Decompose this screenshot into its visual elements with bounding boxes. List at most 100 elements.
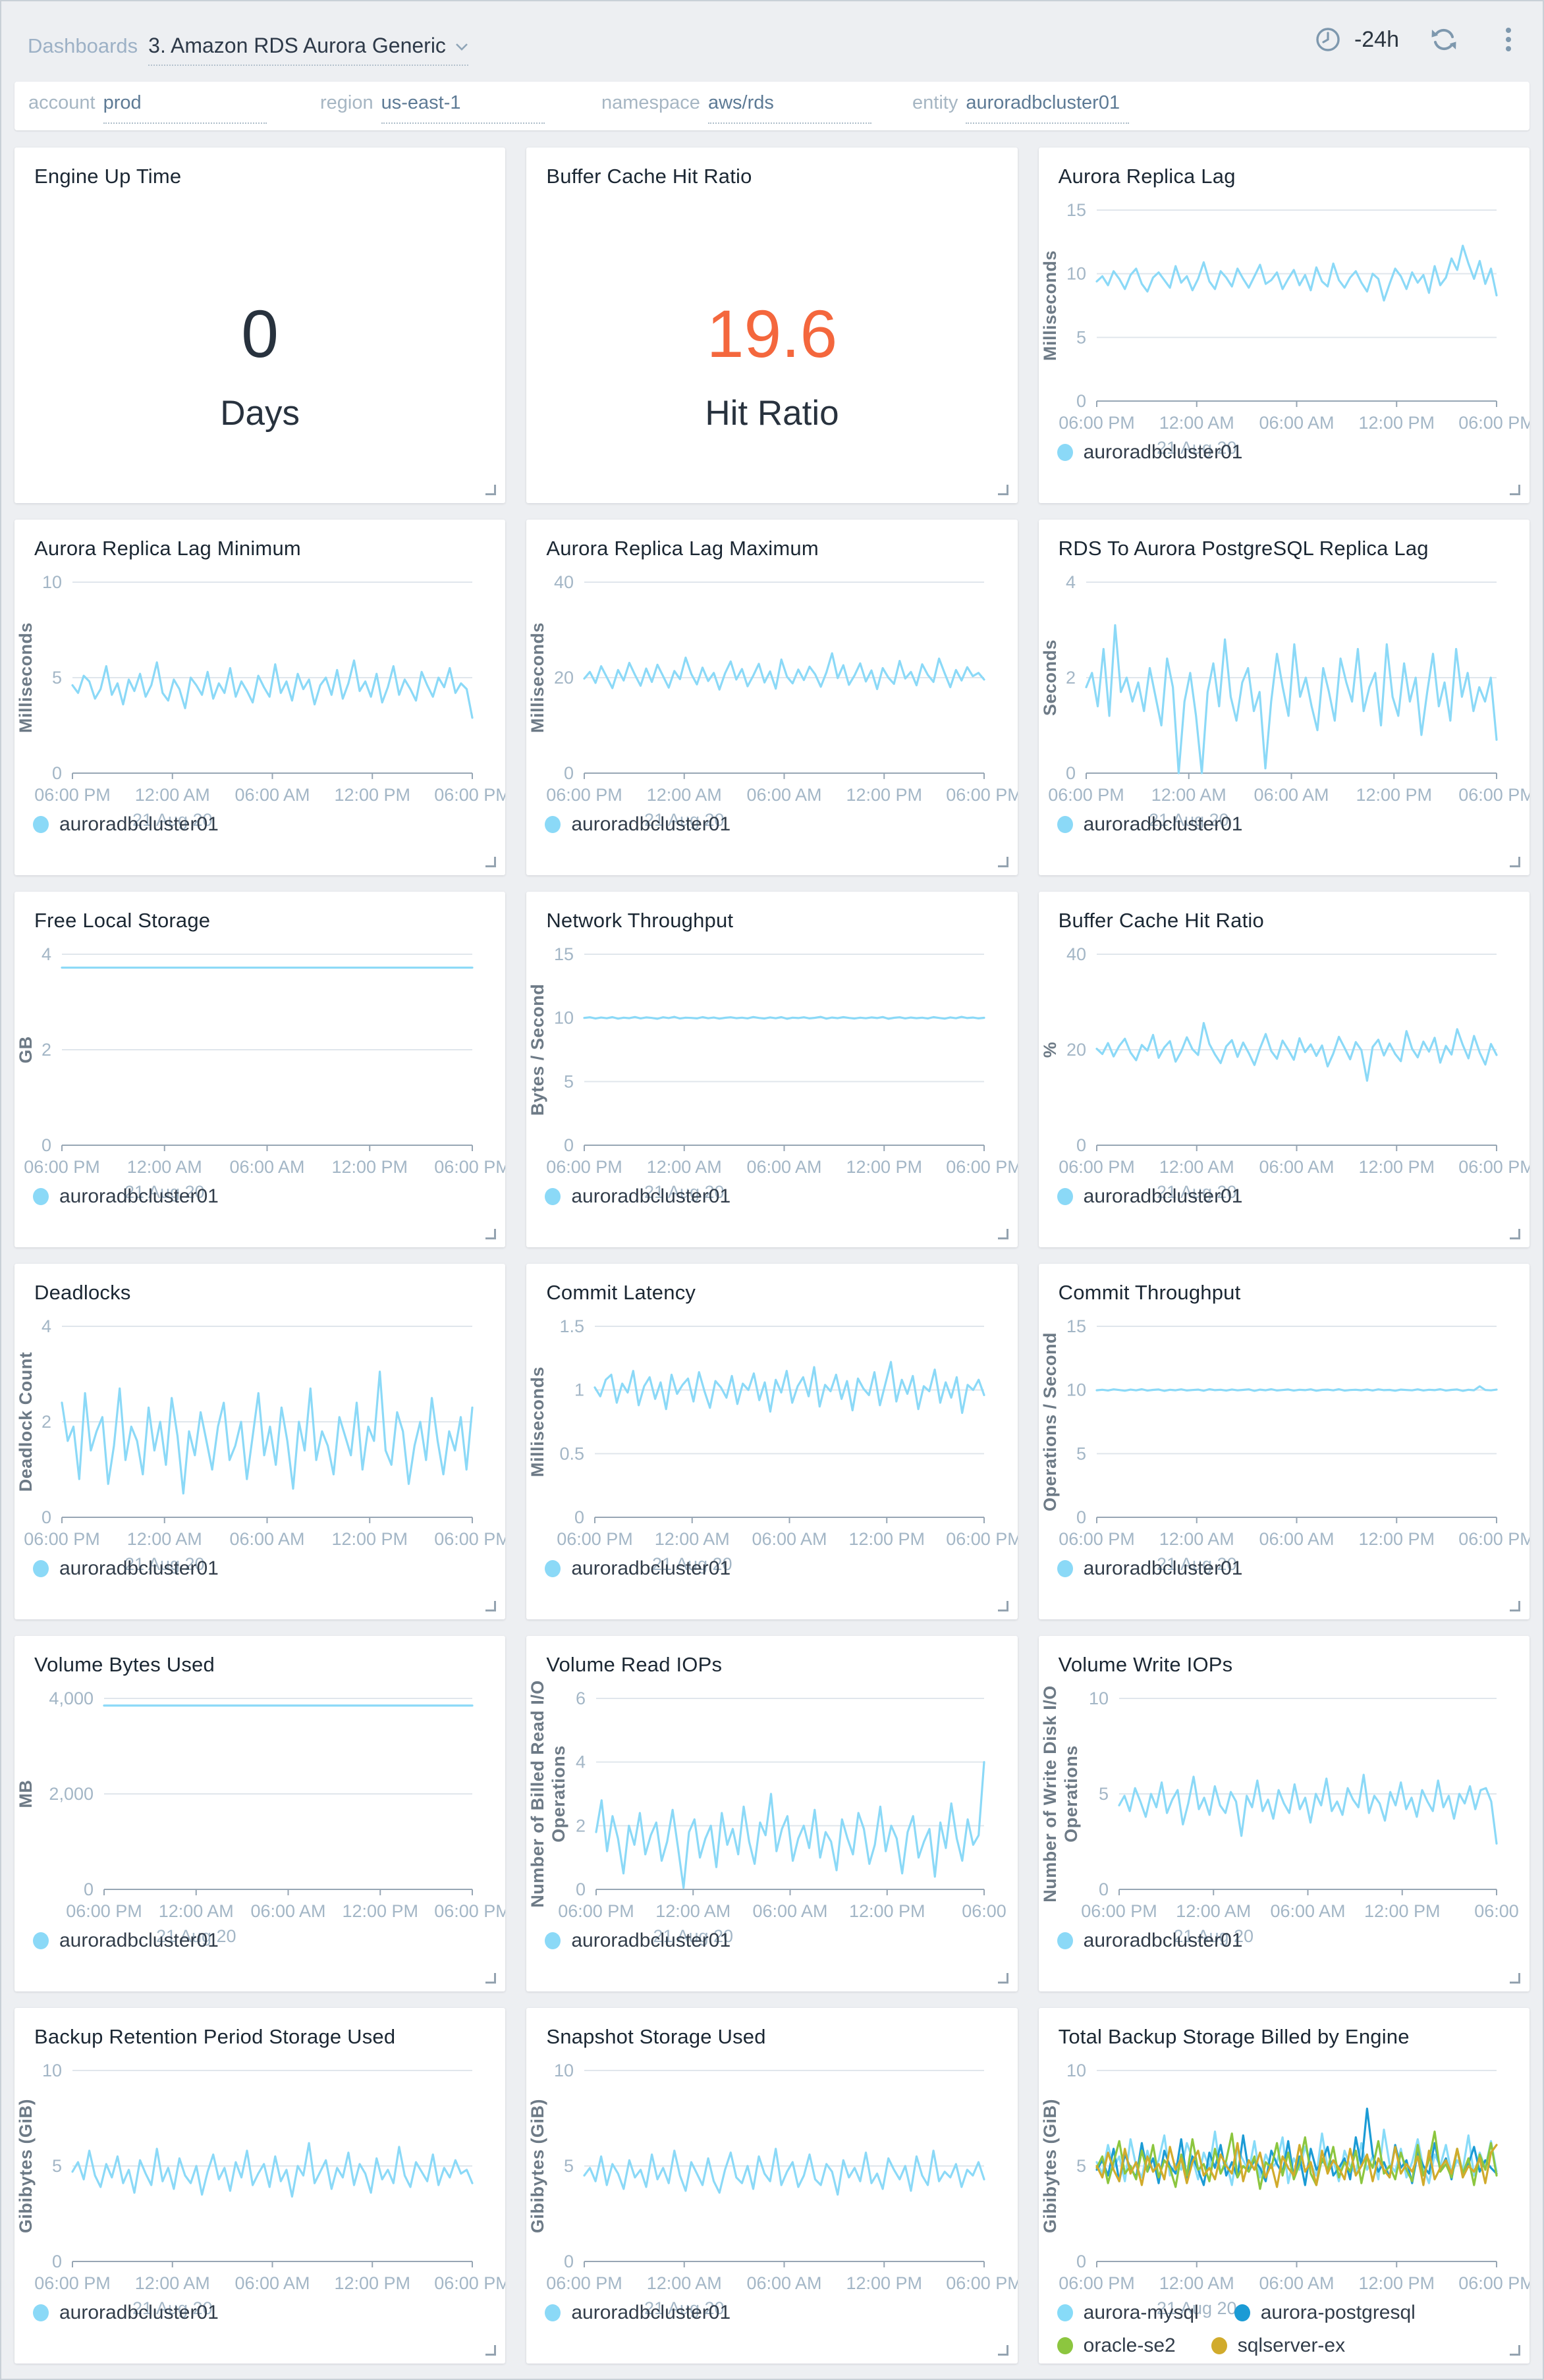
- chart-card[interactable]: Aurora Replica Lag Minimum 0 5 10 Millisecon…: [14, 520, 506, 875]
- svg-text:0: 0: [1076, 391, 1086, 411]
- time-range-label[interactable]: -24h: [1354, 26, 1399, 52]
- chart-card[interactable]: Snapshot Storage Used 0 5 10 Gibibytes (GiB)…: [526, 2008, 1018, 2364]
- legend-item[interactable]: auroradbcluster01: [33, 1185, 219, 1208]
- legend-item[interactable]: oracle-se2: [1057, 2335, 1176, 2357]
- dashboard-title-dropdown[interactable]: 3. Amazon RDS Aurora Generic: [148, 34, 468, 66]
- svg-text:12:00 AM: 12:00 AM: [656, 1901, 731, 1921]
- resize-handle[interactable]: [997, 485, 1008, 495]
- series-color-dot: [545, 1560, 561, 1577]
- resize-handle[interactable]: [1509, 857, 1520, 867]
- resize-handle[interactable]: [485, 1973, 497, 1984]
- resize-handle[interactable]: [997, 1601, 1008, 1611]
- chart-legend: auroradbcluster01: [33, 1185, 487, 1208]
- chart-card[interactable]: Aurora Replica Lag 0 5 10 15 Milliseconds 06:0…: [1038, 148, 1530, 503]
- resize-handle[interactable]: [1509, 1601, 1520, 1611]
- chart-card[interactable]: Commit Latency 0 0.5 1 1.5 Milliseconds 06:00 …: [526, 1264, 1018, 1619]
- chart-card[interactable]: Buffer Cache Hit Ratio 19.6 Hit Ratio: [526, 148, 1018, 503]
- resize-handle[interactable]: [485, 2345, 497, 2356]
- chart-svg: 0 2,000 4,000 MB 06:00 PM 12:00 AM 06:00 AM 12:…: [16, 1689, 505, 1946]
- filter-value-input[interactable]: auroradbcluster01: [966, 92, 1130, 124]
- clock-icon[interactable]: [1315, 26, 1341, 53]
- chart-card[interactable]: Total Backup Storage Billed by Engine 0 5 1…: [1038, 2008, 1530, 2364]
- filter-value-input[interactable]: us-east-1: [381, 92, 545, 124]
- resize-handle[interactable]: [485, 1601, 497, 1611]
- svg-text:12:00 PM: 12:00 PM: [1356, 785, 1432, 805]
- filter-account: account prod: [28, 92, 267, 124]
- svg-text:12:00 PM: 12:00 PM: [1358, 1157, 1435, 1177]
- filter-value-input[interactable]: prod: [103, 92, 267, 124]
- resize-handle[interactable]: [997, 1973, 1008, 1984]
- legend-item[interactable]: auroradbcluster01: [1057, 813, 1242, 836]
- legend-item[interactable]: auroradbcluster01: [545, 1557, 731, 1580]
- resize-handle[interactable]: [485, 857, 497, 867]
- filter-value-input[interactable]: aws/rds: [707, 92, 871, 124]
- chart-card[interactable]: RDS To Aurora PostgreSQL Replica Lag 0 2 4 S…: [1038, 520, 1530, 875]
- breadcrumb[interactable]: Dashboards: [28, 34, 138, 57]
- legend-item[interactable]: auroradbcluster01: [545, 1930, 731, 1952]
- series-color-dot: [33, 2304, 49, 2321]
- legend-item[interactable]: auroradbcluster01: [1057, 1930, 1242, 1952]
- legend-item[interactable]: auroradbcluster01: [1057, 1557, 1242, 1580]
- resize-handle[interactable]: [485, 1229, 497, 1239]
- svg-text:0: 0: [1076, 1135, 1086, 1155]
- svg-text:06:00 PM: 06:00 PM: [947, 2273, 1018, 2293]
- kebab-menu-icon[interactable]: [1503, 25, 1514, 54]
- card-title: Deadlocks: [34, 1281, 131, 1304]
- chart-card[interactable]: Volume Read IOPs 0 2 4 6 Number of Billed Rea…: [526, 1636, 1018, 1991]
- resize-handle[interactable]: [997, 2345, 1008, 2356]
- resize-handle[interactable]: [1509, 485, 1520, 495]
- svg-text:4: 4: [576, 1752, 586, 1772]
- legend-item[interactable]: sqlserver-ex: [1211, 2335, 1345, 2357]
- card-title: Volume Bytes Used: [34, 1653, 215, 1676]
- svg-text:5: 5: [564, 2156, 574, 2176]
- y-axis-label: GB: [16, 1036, 36, 1064]
- legend-item[interactable]: aurora-mysql: [1057, 2302, 1199, 2324]
- chart-svg: 0 2 4 Seconds 06:00 PM 12:00 AM 06:00 AM 12:00 …: [1040, 572, 1530, 830]
- legend-item[interactable]: auroradbcluster01: [1057, 441, 1242, 464]
- chart-card[interactable]: Commit Throughput 0 5 10 15 Operations / Seco…: [1038, 1264, 1530, 1619]
- chart-card[interactable]: Deadlocks 0 2 4 Deadlock Count 06:00 PM 12:00 …: [14, 1264, 506, 1619]
- resize-handle[interactable]: [1509, 1229, 1520, 1239]
- legend-item[interactable]: auroradbcluster01: [33, 2302, 219, 2324]
- svg-text:0.5: 0.5: [560, 1444, 585, 1463]
- resize-handle[interactable]: [997, 857, 1008, 867]
- filter-bar: account prod region us-east-1 namespace …: [14, 82, 1530, 130]
- filter-region: region us-east-1: [320, 92, 545, 124]
- svg-text:0: 0: [1099, 1880, 1109, 1899]
- chart-card[interactable]: Volume Bytes Used 0 2,000 4,000 MB 06:00 PM 12…: [14, 1636, 506, 1991]
- chart-svg: 0 5 10 Gibibytes (GiB) 06:00 PM 12:00 AM 06:00…: [16, 2061, 505, 2318]
- chart-card[interactable]: Network Throughput 0 5 10 15 Bytes / Second 06…: [526, 892, 1018, 1247]
- legend-item[interactable]: auroradbcluster01: [33, 1930, 219, 1952]
- svg-text:10: 10: [1066, 2061, 1086, 2080]
- legend-item[interactable]: auroradbcluster01: [545, 2302, 731, 2324]
- svg-text:12:00 AM: 12:00 AM: [135, 2273, 210, 2293]
- svg-text:12:00 PM: 12:00 PM: [334, 785, 410, 805]
- chart-legend: auroradbcluster01: [1057, 441, 1511, 464]
- chart-card[interactable]: Volume Write IOPs 0 5 10 Number of Write Dis…: [1038, 1636, 1530, 1991]
- legend-item[interactable]: auroradbcluster01: [545, 1185, 731, 1208]
- resize-handle[interactable]: [485, 485, 497, 495]
- legend-item[interactable]: auroradbcluster01: [545, 813, 731, 836]
- svg-text:0: 0: [1076, 1507, 1086, 1527]
- svg-text:06:00 PM: 06:00 PM: [1059, 2273, 1135, 2293]
- chart-card[interactable]: Aurora Replica Lag Maximum 0 20 40 Milliseco…: [526, 520, 1018, 875]
- legend-item[interactable]: aurora-postgresql: [1234, 2302, 1416, 2324]
- svg-text:06:00 AM: 06:00 AM: [747, 785, 822, 805]
- legend-item[interactable]: auroradbcluster01: [33, 813, 219, 836]
- chart-card[interactable]: Buffer Cache Hit Ratio 0 20 40% 06:00 PM 12:0…: [1038, 892, 1530, 1247]
- svg-text:12:00 PM: 12:00 PM: [846, 2273, 923, 2293]
- card-title: Volume Write IOPs: [1058, 1653, 1233, 1676]
- chart-card[interactable]: Engine Up Time 0 Days: [14, 148, 506, 503]
- legend-item[interactable]: auroradbcluster01: [1057, 1185, 1242, 1208]
- chart-card[interactable]: Backup Retention Period Storage Used 0 5 10…: [14, 2008, 506, 2364]
- refresh-icon[interactable]: [1429, 26, 1458, 53]
- resize-handle[interactable]: [997, 1229, 1008, 1239]
- resize-handle[interactable]: [1509, 2345, 1520, 2356]
- resize-handle[interactable]: [1509, 1973, 1520, 1984]
- chart-card[interactable]: Free Local Storage 0 2 4 GB 06:00 PM 12:00 AM 0…: [14, 892, 506, 1247]
- svg-text:12:00 PM: 12:00 PM: [1358, 1529, 1435, 1549]
- svg-text:20: 20: [554, 668, 574, 688]
- legend-item[interactable]: auroradbcluster01: [33, 1557, 219, 1580]
